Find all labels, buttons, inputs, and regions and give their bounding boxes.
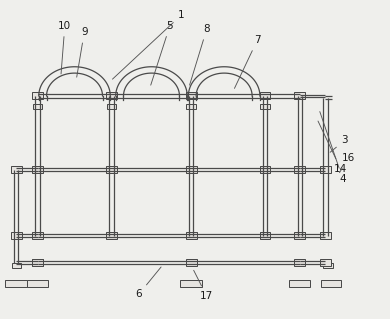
Bar [186, 166, 197, 173]
Bar [321, 279, 341, 286]
Bar [32, 93, 43, 100]
Text: 3: 3 [330, 136, 348, 152]
Bar [294, 259, 305, 266]
Bar [32, 259, 43, 266]
Text: 9: 9 [77, 27, 88, 77]
Bar [259, 166, 270, 173]
Bar [260, 104, 269, 109]
Bar [32, 232, 43, 239]
Bar [294, 93, 305, 100]
Bar [33, 104, 42, 109]
Bar [11, 166, 22, 173]
Bar [32, 166, 43, 173]
Bar [320, 166, 331, 173]
Bar [294, 232, 305, 239]
Text: 17: 17 [194, 270, 213, 301]
Bar [12, 263, 21, 269]
Bar [294, 166, 305, 173]
Text: 14: 14 [318, 121, 347, 174]
Bar [186, 232, 197, 239]
Bar [323, 263, 333, 269]
Bar [186, 259, 197, 266]
Bar [320, 232, 331, 239]
Text: 8: 8 [190, 24, 210, 85]
Bar [320, 259, 331, 266]
Bar [289, 279, 310, 286]
Bar [106, 93, 117, 100]
Bar [106, 166, 117, 173]
Text: 4: 4 [320, 112, 346, 183]
Text: 16: 16 [340, 153, 355, 173]
Bar [5, 279, 27, 286]
Bar [27, 279, 48, 286]
Bar [180, 279, 202, 286]
Bar [186, 93, 197, 100]
Bar [259, 93, 270, 100]
Text: 1: 1 [112, 10, 185, 79]
Bar [186, 104, 196, 109]
Bar [32, 259, 43, 266]
Text: 5: 5 [151, 21, 173, 85]
Text: 7: 7 [234, 35, 261, 88]
Bar [107, 104, 116, 109]
Bar [259, 232, 270, 239]
Bar [106, 232, 117, 239]
Bar [11, 232, 22, 239]
Text: 6: 6 [135, 267, 161, 300]
Text: 10: 10 [58, 21, 71, 74]
